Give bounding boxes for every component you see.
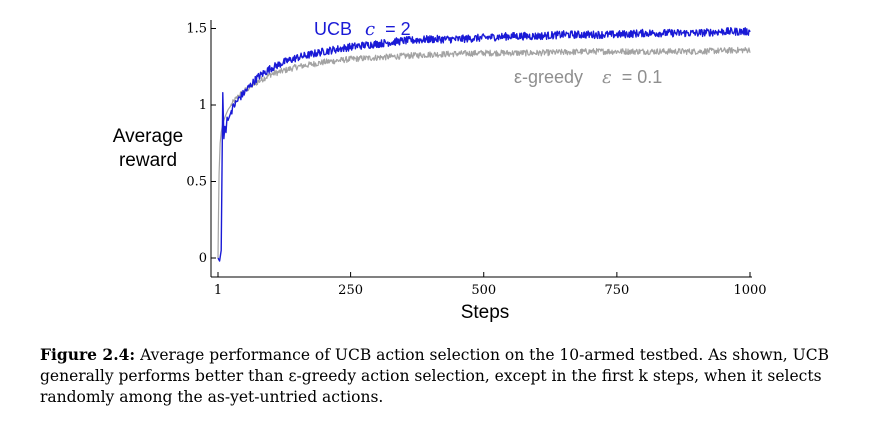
figure-caption-text: Average performance of UCB action select… [40, 346, 829, 406]
series-label-ucb-symbol: c [365, 19, 375, 40]
x-tick-label: 750 [604, 283, 629, 298]
series-label-egreedy-value: = 0.1 [622, 67, 663, 87]
series-label-ucb: UCB c = 2 [314, 19, 411, 40]
x-tick-label: 1000 [733, 283, 766, 298]
x-axis-title: Steps [461, 302, 510, 323]
series-label-ucb-value: = 2 [385, 19, 411, 39]
series-label-ucb-name: UCB [314, 19, 352, 39]
y-tick-label: 1 [199, 98, 207, 113]
series-label-egreedy-symbol: ε [602, 67, 612, 88]
x-tick-label: 1 [214, 283, 222, 298]
x-tick-label: 250 [338, 283, 363, 298]
y-tick-label: 0 [199, 251, 207, 266]
line-chart: 0 0.5 1 1.5 1 250 500 750 1000 Average reward S… [113, 19, 767, 323]
x-axis-ticks: 1 250 500 750 1000 [214, 272, 767, 298]
series-line-ucb [217, 27, 751, 262]
x-tick-label: 500 [471, 283, 496, 298]
y-tick-label: 0.5 [186, 175, 207, 190]
series-line-egreedy [217, 46, 751, 259]
series-label-egreedy: ε-greedy ε = 0.1 [514, 67, 662, 88]
figure-caption-label: Figure 2.4: [40, 345, 136, 364]
y-axis-ticks: 0 0.5 1 1.5 [186, 22, 216, 266]
y-axis-title-line2: reward [119, 150, 177, 171]
figure-caption: Figure 2.4: Average performance of UCB a… [40, 344, 860, 408]
series-label-egreedy-name: ε-greedy [514, 67, 583, 87]
y-axis-title-line1: Average [113, 126, 183, 147]
series-lines [217, 27, 751, 262]
y-tick-label: 1.5 [186, 22, 207, 37]
